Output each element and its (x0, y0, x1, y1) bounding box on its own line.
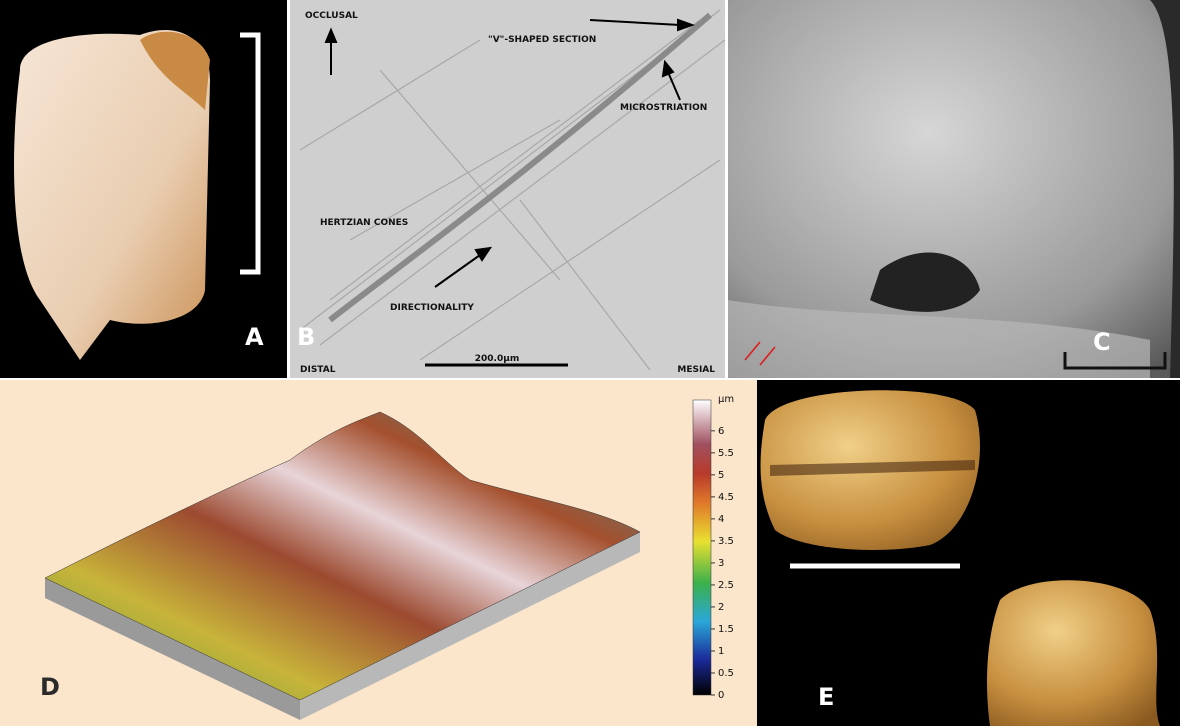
colorbar-tick-label: 2 (718, 602, 724, 613)
scale-bar-label: 200.0µm (475, 354, 519, 364)
block-side (45, 578, 300, 720)
annotation: HERTZIAN CONES (320, 218, 408, 228)
surface (44, 411, 641, 701)
annotation: "V"-SHAPED SECTION (488, 35, 596, 45)
annotation: OCCLUSAL (305, 11, 358, 21)
colorbar-tick-label: 0.5 (718, 668, 734, 679)
annotation: DISTAL (300, 365, 336, 375)
scale-bracket (240, 32, 261, 275)
red-arrows (744, 341, 776, 366)
lower-band (728, 300, 1150, 378)
colorbar (692, 399, 712, 696)
sem-image (728, 0, 1174, 378)
arrows (324, 18, 695, 288)
colorbar-tick-label: 0 (718, 690, 724, 701)
colorbar-tick-label: 5 (718, 470, 724, 481)
colorbar-tick-label: 6 (718, 426, 724, 437)
panel-label: D (40, 673, 60, 701)
sediment (140, 31, 210, 110)
colorbar-tick-label: 3 (718, 558, 724, 569)
tooth-photo (14, 30, 210, 360)
panel-label: C (1093, 328, 1111, 356)
colorbar-tick-label: 3.5 (718, 536, 734, 547)
scale-bar (1063, 352, 1167, 370)
panel-label: A (245, 323, 264, 351)
colorbar-tick-label: 2.5 (718, 580, 734, 591)
block-front (300, 532, 640, 720)
colorbar-tick-label: 1 (718, 646, 724, 657)
colorbar-tick-label: 4 (718, 514, 724, 525)
annotation: MICROSTRIATION (620, 103, 707, 113)
panel-label: E (818, 683, 834, 711)
colorbar-tick-label: 4.5 (718, 492, 734, 503)
striations (299, 9, 726, 371)
panel-label: B (297, 323, 315, 351)
groove (328, 12, 712, 323)
colorbar-tick-label: 1.5 (718, 624, 734, 635)
dark-patch (870, 252, 980, 312)
annotation: MESIAL (677, 365, 715, 375)
crack (770, 460, 975, 476)
annotation: DIRECTIONALITY (390, 303, 474, 313)
colorbar-unit: µm (718, 394, 734, 405)
tooth-photo (987, 580, 1160, 726)
colorbar-tick-label: 5.5 (718, 448, 734, 459)
